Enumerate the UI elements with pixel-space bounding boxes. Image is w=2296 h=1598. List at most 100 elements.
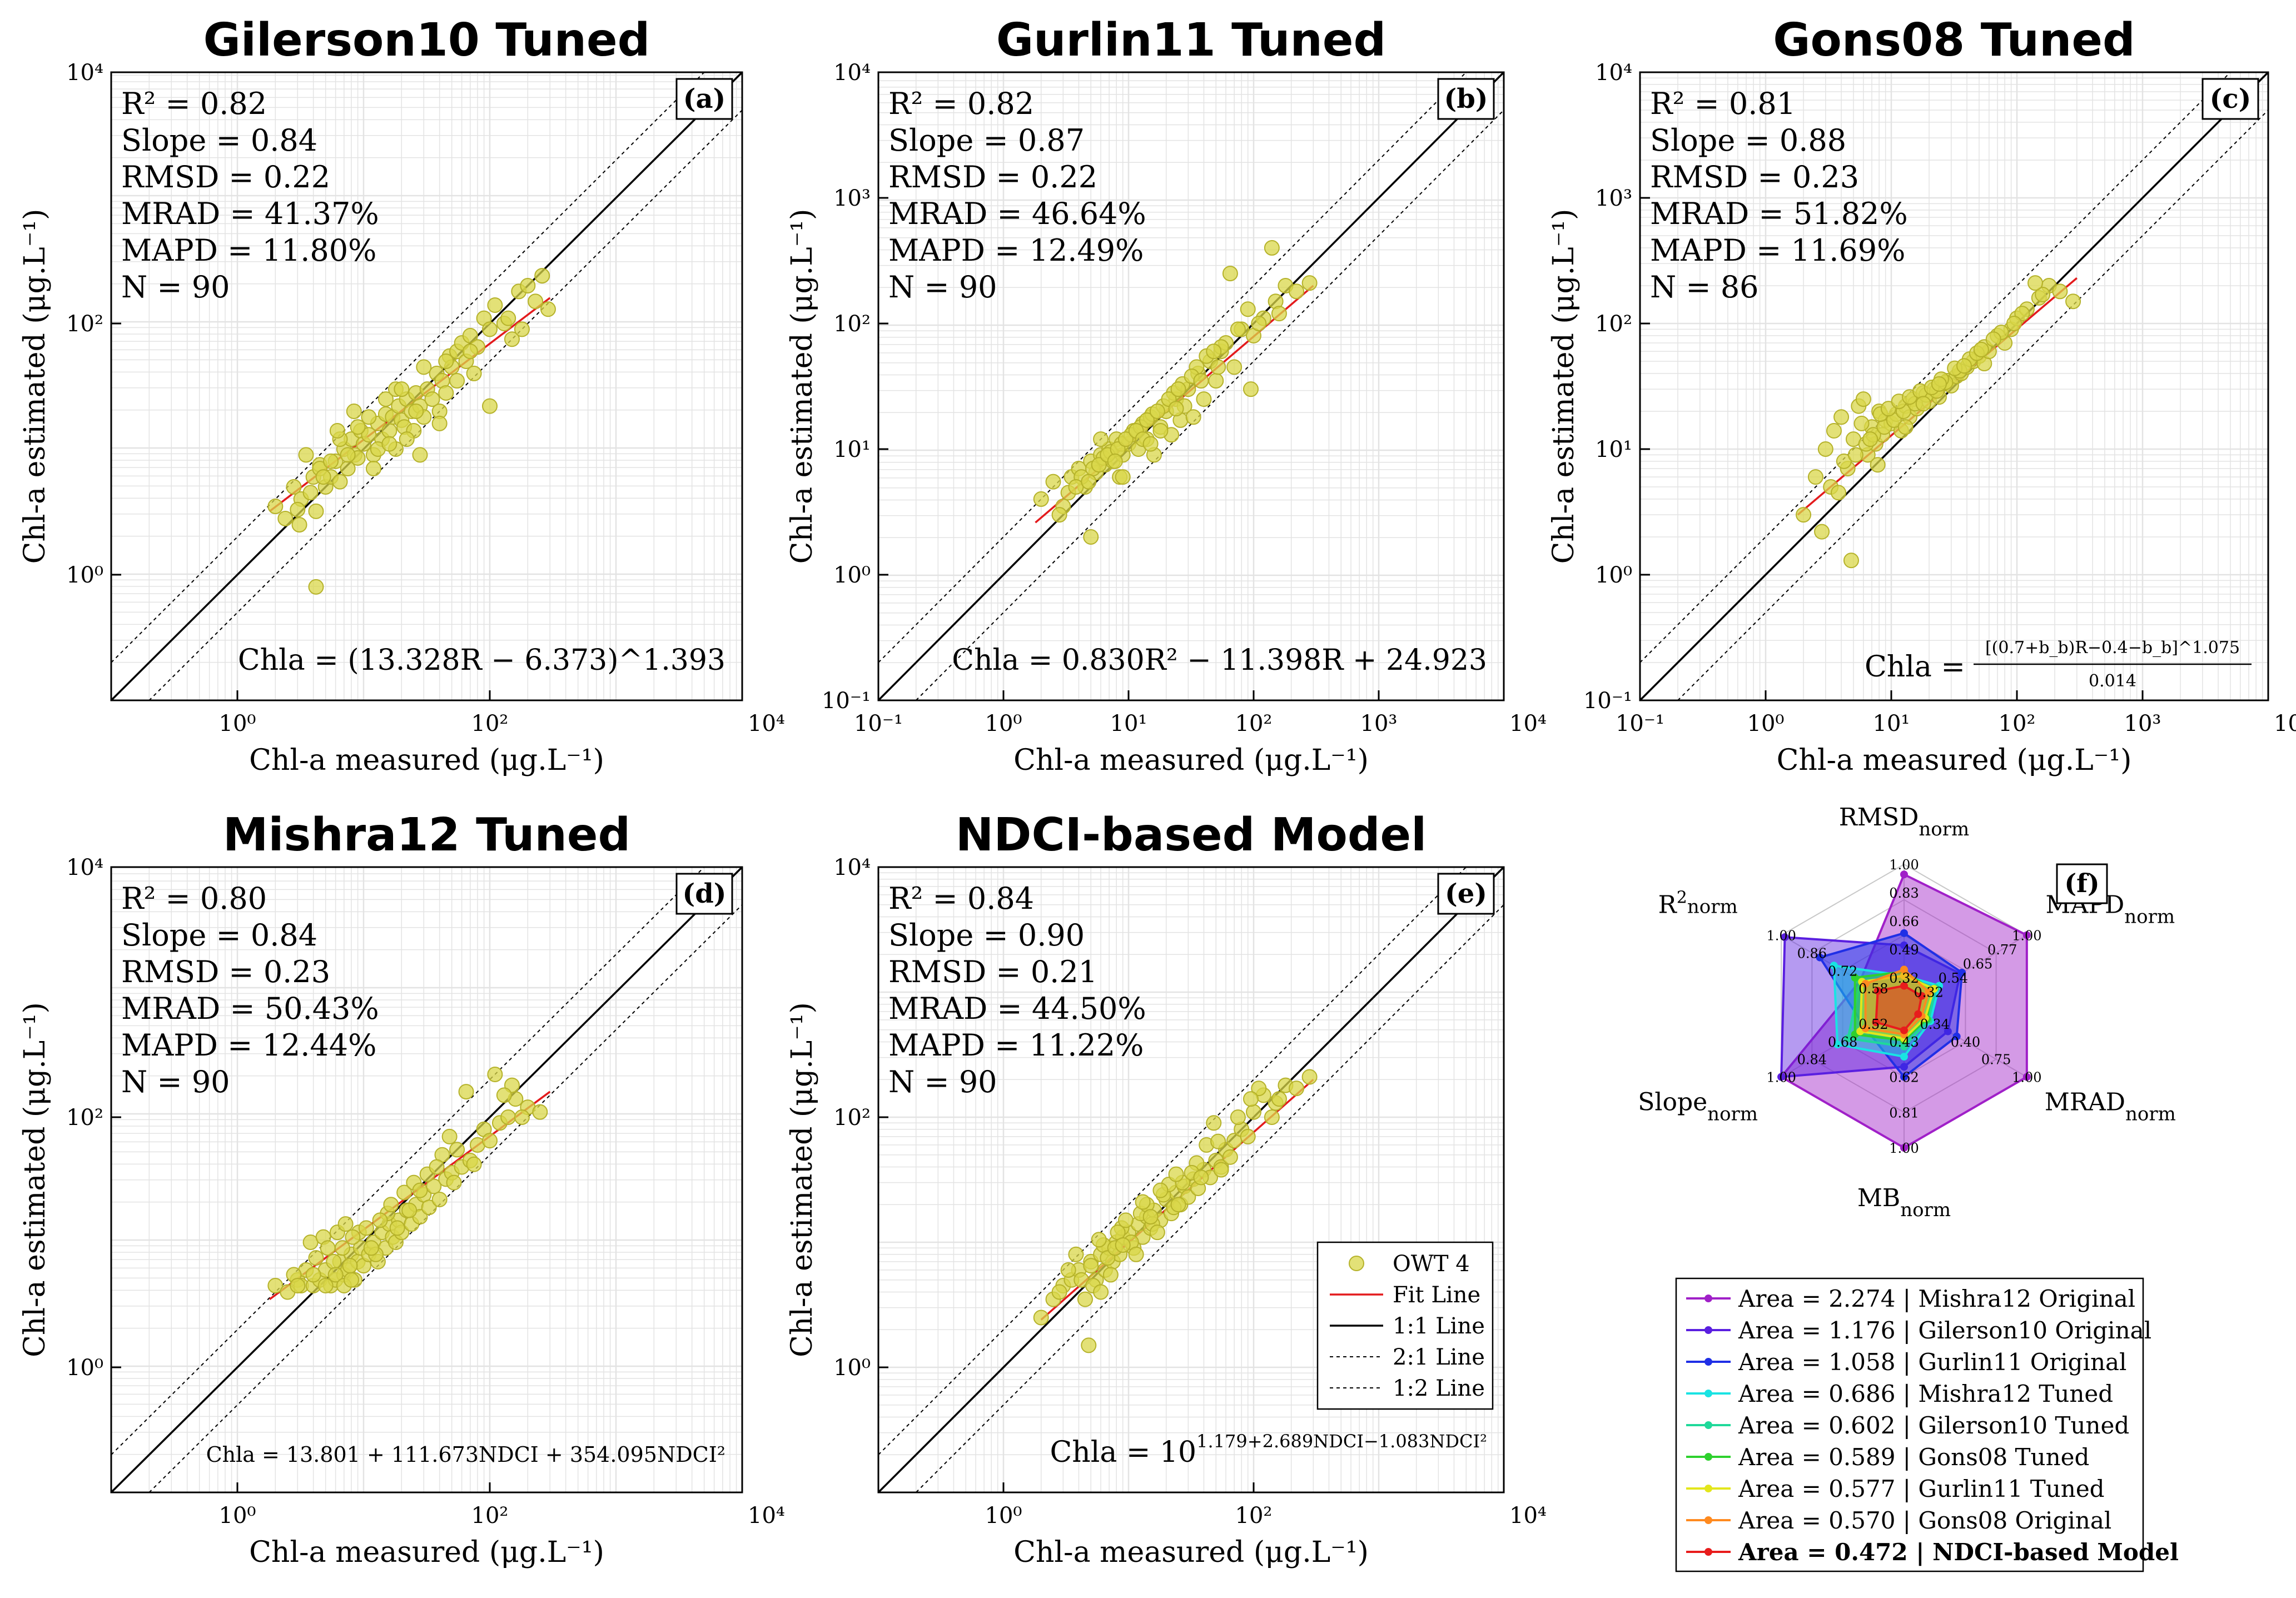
data-point [315,469,331,485]
grid [110,72,742,701]
legend-area: 0.589 [1828,1443,1895,1471]
stat-text: N = 90 [888,1064,997,1099]
radar-vertex [1844,1034,1852,1043]
data-point [1083,1258,1099,1274]
data-point [1083,529,1099,545]
radar-tick-label: 1.00 [2012,1070,2041,1086]
data-point [1142,436,1159,452]
radar-axis-label: RMSDnorm [1839,803,1969,840]
data-point [1208,373,1224,389]
y-tick-label: 10² [833,1105,871,1131]
two-to-one-line [878,867,1467,1455]
radar-tick-label: 1.00 [2012,928,2041,944]
radar-legend-box [1675,1277,2144,1572]
radar-vertex [1851,974,1859,982]
x-tick-label: 10⁴ [748,1503,785,1529]
radar-vertex [1917,992,1926,1000]
axes-box [110,71,743,701]
data-point [1213,1162,1229,1178]
legend-name: Gons08 Tuned [1918,1443,2089,1471]
data-points [267,268,556,595]
data-point [1246,1104,1261,1120]
data-point [1068,1246,1084,1262]
data-point [363,1240,379,1256]
data-point [308,1250,324,1266]
data-point [449,1142,465,1158]
data-point [1853,415,1870,431]
data-point [1831,485,1847,501]
radar-tick-label: 0.81 [1889,1105,1919,1121]
data-point [1051,507,1067,523]
legend-prefix: Area = [1738,1475,1828,1502]
data-point [1985,331,2001,347]
radar-tick-label: 0.62 [1889,1070,1919,1086]
data-point [1152,422,1169,439]
x-tick-label: 10⁰ [219,711,256,736]
x-tick-label: 10² [1235,1503,1273,1529]
y-tick-label: 10³ [1595,186,1632,211]
stat-text: MRAD = 41.37% [121,196,379,231]
legend-prefix: Area = [1738,1412,1828,1439]
x-tick-label: 10⁴ [1509,1503,1547,1529]
data-point [534,268,550,284]
data-point [1301,275,1318,291]
data-point [401,1202,418,1218]
data-point [1033,491,1049,507]
data-point [1222,266,1238,282]
radar-vertex [1900,982,1908,990]
data-point [365,461,381,477]
radar-tick-label: 0.65 [1963,957,1992,972]
legend-sep: | [1895,1348,1918,1376]
data-point [1251,1081,1267,1097]
legend-area: 1.058 [1828,1348,1895,1376]
equation-exponent: 1.179+2.689NDCI−1.083NDCI² [1196,1431,1487,1452]
legend-prefix: Area = [1738,1285,1828,1312]
x-tick-label: 10⁻¹ [1616,711,1664,736]
data-point [441,1128,458,1144]
data-point [396,1184,413,1201]
radar-vertex [1861,979,1870,988]
legend-label: OWT 4 [1393,1251,1470,1277]
legend-area: 0.577 [1828,1475,1895,1502]
data-point [267,499,284,515]
x-tick-label: 10⁻¹ [854,711,903,736]
radar-axis-name: MB [1857,1184,1900,1212]
data-point [438,354,454,370]
legend-prefix: Area = [1738,1317,1828,1344]
panel-label: (f) [2056,863,2108,904]
two-to-one-line [111,867,705,1455]
radar-tick-label: 0.32 [1914,985,1943,1000]
radar-tick-label: 0.52 [1858,1017,1888,1032]
legend-name: NDCI-based Model [1932,1539,2179,1566]
data-point [1093,431,1109,447]
data-point [1107,453,1123,469]
radar-vertex [1944,1027,1952,1036]
radar-tick-label: 0.75 [1981,1052,2011,1068]
data-point [342,1258,358,1274]
scatter-panel-c: 10⁻¹ 10⁰ 10¹ 10² 10³ 10⁴ 10⁻¹ 10⁰ 10¹ 10² 10³ 10⁴ Go… [1547,14,2296,777]
data-point [1206,1115,1222,1131]
data-point [421,1199,437,1216]
radar-vertex [1914,1010,1922,1018]
data-point [1081,474,1097,490]
data-point [1045,474,1061,490]
radar-tick-label: 0.54 [1939,970,1968,986]
y-tick-label: 10⁴ [833,855,871,880]
data-point [389,1220,405,1236]
data-point [1915,396,1931,412]
data-point [1814,524,1830,540]
data-point [377,391,394,407]
y-tick-label: 10² [1595,311,1632,337]
data-point [381,436,397,452]
radar-vertex [1777,1073,1786,1081]
data-point [1289,1081,1305,1097]
data-point [1196,391,1212,407]
data-point [345,1229,361,1245]
data-points [267,1066,548,1300]
stat-text: MRAD = 50.43% [121,991,379,1026]
y-axis-label: Chl-a estimated (μg.L⁻¹) [18,209,52,564]
data-point [1264,240,1280,256]
legend-prefix: Area = [1738,1380,1828,1407]
radar-legend-label: Area = 0.472 | NDCI-based Model [1738,1539,2179,1566]
panel-label-text: (a) [683,83,726,115]
